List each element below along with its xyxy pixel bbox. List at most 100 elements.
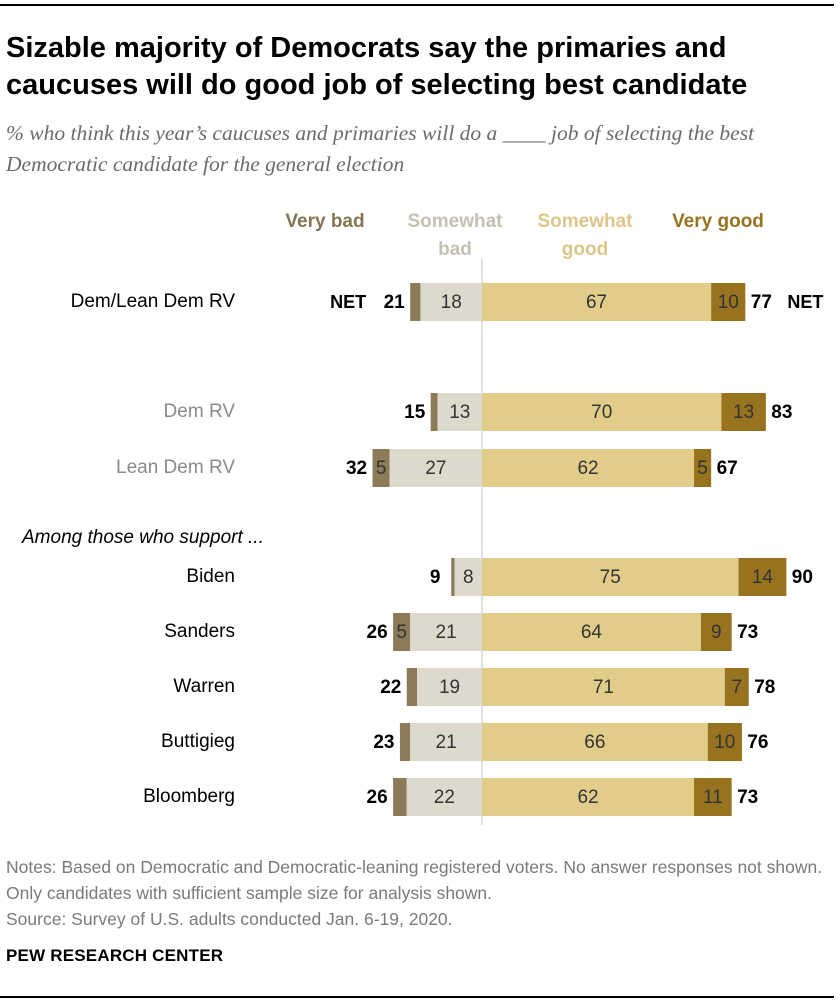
- category-label: Buttigieg: [161, 731, 235, 752]
- bar-very-bad: [451, 558, 455, 596]
- top-rule: [0, 4, 834, 6]
- bar-very-good: [738, 558, 787, 596]
- net-bad-value: 32: [346, 458, 367, 479]
- category-label: Dem RV: [164, 401, 236, 422]
- legend-label-very-bad: Very bad: [285, 211, 364, 232]
- bar-somewhat-good: [482, 778, 695, 816]
- legend-label-somewhat-good: good: [562, 239, 608, 260]
- bar-somewhat-bad: [406, 778, 482, 816]
- value-label-somewhat-bad: 21: [436, 622, 457, 643]
- category-label: Bloomberg: [143, 786, 235, 807]
- value-label-very-bad: 5: [396, 622, 407, 643]
- bar-very-bad: [406, 668, 418, 706]
- notes-text: Notes: Based on Democratic and Democrati…: [6, 857, 823, 903]
- bar-very-bad: [410, 283, 421, 321]
- value-label-somewhat-bad: 27: [425, 458, 446, 479]
- bar-very-bad: [399, 723, 411, 761]
- value-label-somewhat-bad: 18: [441, 292, 462, 313]
- net-good-value: 67: [717, 458, 738, 479]
- bar-somewhat-good: [482, 558, 739, 596]
- category-label: Dem/Lean Dem RV: [71, 291, 236, 312]
- value-label-very-good: 10: [718, 292, 739, 313]
- bar-very-good: [700, 613, 732, 651]
- value-label-very-good: 14: [752, 567, 774, 588]
- section-label: Among those who support ...: [21, 527, 264, 548]
- net-good-value: 76: [747, 732, 768, 753]
- value-label-very-good: 13: [733, 402, 754, 423]
- net-word-right: NET: [787, 292, 823, 312]
- value-label-very-good: 9: [711, 622, 722, 643]
- value-label-very-good: 11: [703, 787, 723, 808]
- bar-very-good: [707, 723, 742, 761]
- bar-somewhat-good: [482, 449, 695, 487]
- source-text: Source: Survey of U.S. adults conducted …: [6, 909, 453, 929]
- net-word-left: NET: [330, 292, 366, 312]
- bar-very-good: [711, 283, 746, 321]
- chart-title: Sizable majority of Democrats say the pr…: [6, 32, 748, 101]
- value-label-somewhat-bad: 22: [434, 787, 455, 808]
- bar-very-bad: [393, 778, 407, 816]
- bar-very-bad: [430, 393, 438, 431]
- value-label-somewhat-good: 71: [593, 677, 614, 698]
- bar-somewhat-good: [482, 283, 712, 321]
- value-label-somewhat-good: 62: [577, 458, 598, 479]
- bar-very-good: [721, 393, 766, 431]
- legend-label-somewhat-bad: bad: [438, 239, 472, 260]
- bar-very-good: [724, 668, 749, 706]
- value-label-somewhat-bad: 19: [439, 677, 460, 698]
- legend-label-very-good: Very good: [672, 211, 764, 232]
- net-bad-value: 21: [384, 292, 406, 313]
- value-label-somewhat-good: 70: [591, 402, 612, 423]
- net-good-value: 77: [751, 292, 772, 313]
- legend-label-somewhat-bad: Somewhat: [407, 211, 503, 232]
- value-label-somewhat-good: 62: [577, 787, 598, 808]
- value-label-very-good: 10: [714, 732, 735, 753]
- bar-somewhat-good: [482, 723, 708, 761]
- chart-subtitle: % who think this year’s caucuses and pri…: [6, 121, 755, 176]
- bar-somewhat-good: [482, 613, 701, 651]
- chart-notes: Notes: Based on Democratic and Democrati…: [6, 854, 832, 932]
- bar-somewhat-bad: [389, 449, 482, 487]
- net-bad-value: 15: [404, 402, 426, 423]
- value-label-somewhat-good: 67: [586, 292, 607, 313]
- bar-somewhat-bad: [410, 723, 482, 761]
- bar-very-good: [694, 778, 732, 816]
- organization-label: PEW RESEARCH CENTER: [6, 946, 224, 965]
- value-label-very-bad: 5: [376, 458, 387, 479]
- bottom-rule: [0, 996, 834, 998]
- value-label-somewhat-bad: 13: [449, 402, 470, 423]
- net-good-value: 90: [792, 567, 813, 588]
- net-bad-value: 9: [430, 567, 441, 588]
- category-label: Lean Dem RV: [116, 457, 235, 478]
- net-good-value: 83: [771, 402, 792, 423]
- bar-somewhat-good: [482, 393, 722, 431]
- net-bad-value: 26: [367, 787, 388, 808]
- bar-very-bad: [372, 449, 390, 487]
- bar-very-good: [694, 449, 712, 487]
- legend-label-somewhat-good: Somewhat: [537, 211, 633, 232]
- net-good-value: 73: [737, 622, 758, 643]
- net-bad-value: 26: [367, 622, 388, 643]
- bar-somewhat-bad: [417, 668, 482, 706]
- bar-somewhat-bad: [410, 613, 482, 651]
- category-label: Warren: [173, 676, 235, 697]
- bar-somewhat-bad: [437, 393, 482, 431]
- net-bad-value: 22: [380, 677, 401, 698]
- value-label-somewhat-bad: 8: [463, 567, 474, 588]
- value-label-somewhat-bad: 21: [436, 732, 457, 753]
- bar-somewhat-good: [482, 668, 725, 706]
- value-label-very-good: 5: [697, 458, 708, 479]
- diverging-bar-chart: Very bad Somewhat bad Somewhat good Very good…: [21, 211, 823, 825]
- value-label-very-good: 7: [732, 677, 743, 698]
- category-label: Sanders: [164, 621, 235, 642]
- net-good-value: 78: [754, 677, 775, 698]
- value-label-somewhat-good: 75: [600, 567, 621, 588]
- value-label-somewhat-good: 64: [581, 622, 603, 643]
- category-label: Biden: [186, 566, 235, 587]
- bar-somewhat-bad: [454, 558, 482, 596]
- bar-somewhat-bad: [420, 283, 482, 321]
- net-bad-value: 23: [373, 732, 394, 753]
- net-good-value: 73: [737, 787, 758, 808]
- value-label-somewhat-good: 66: [584, 732, 605, 753]
- bar-very-bad: [393, 613, 411, 651]
